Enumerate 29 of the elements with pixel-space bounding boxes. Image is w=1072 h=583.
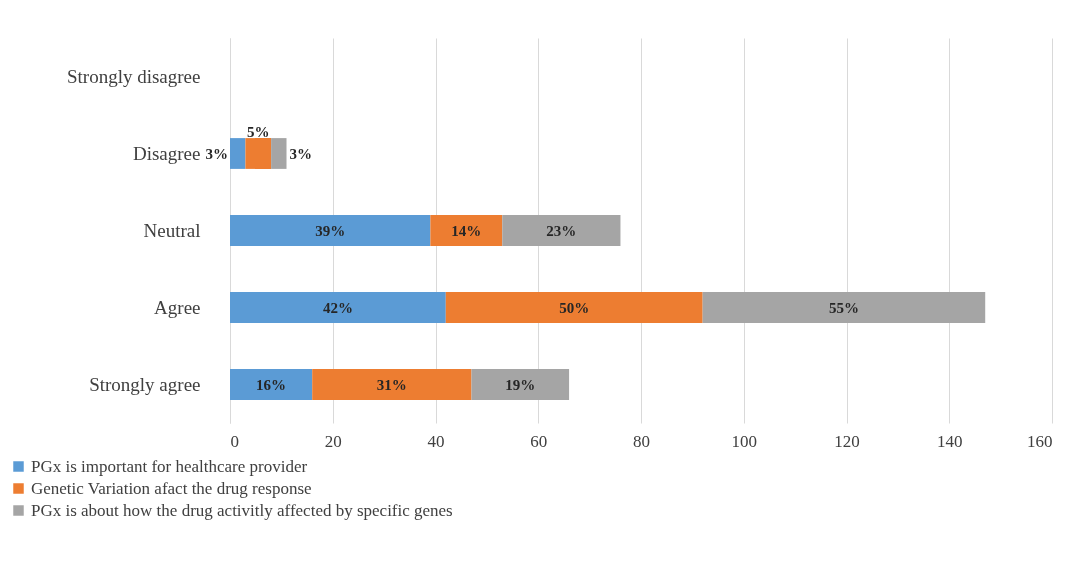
x-tick-label: 120: [834, 431, 860, 451]
data-label: 16%: [256, 376, 287, 393]
legend-label: PGx is about how the drug activitly affected by specific genes: [31, 500, 453, 520]
data-label: 55%: [828, 299, 859, 316]
data-label: 42%: [322, 299, 353, 316]
data-label: 23%: [546, 222, 577, 239]
x-tick-label: 0: [230, 431, 239, 451]
x-tick-label: 80: [633, 431, 650, 451]
legend-label: Genetic Variation afact the drug response: [31, 478, 312, 498]
data-label: 3%: [205, 145, 228, 162]
x-tick-label: 20: [324, 431, 342, 451]
data-label: 19%: [505, 376, 536, 393]
y-tick-label: Disagree: [132, 142, 201, 164]
x-tick-label: 100: [731, 431, 757, 451]
y-tick-label: Strongly disagree: [66, 65, 201, 87]
x-tick-label: 40: [427, 431, 445, 451]
x-tick-label: 60: [530, 431, 548, 451]
x-tick-label: 160: [1027, 431, 1053, 451]
x-tick-label: 140: [937, 431, 963, 451]
data-label: 3%: [289, 145, 313, 162]
data-label: 14%: [451, 222, 482, 239]
y-tick-label: Strongly agree: [89, 373, 201, 395]
data-label: 50%: [559, 299, 590, 316]
data-label: 5%: [247, 123, 270, 140]
y-tick-label: Agree: [154, 296, 201, 318]
data-label: 31%: [376, 376, 407, 393]
data-label: 39%: [315, 222, 346, 239]
y-tick-label: Neutral: [143, 219, 201, 241]
legend-label: PGx is important for healthcare provider: [31, 456, 308, 476]
